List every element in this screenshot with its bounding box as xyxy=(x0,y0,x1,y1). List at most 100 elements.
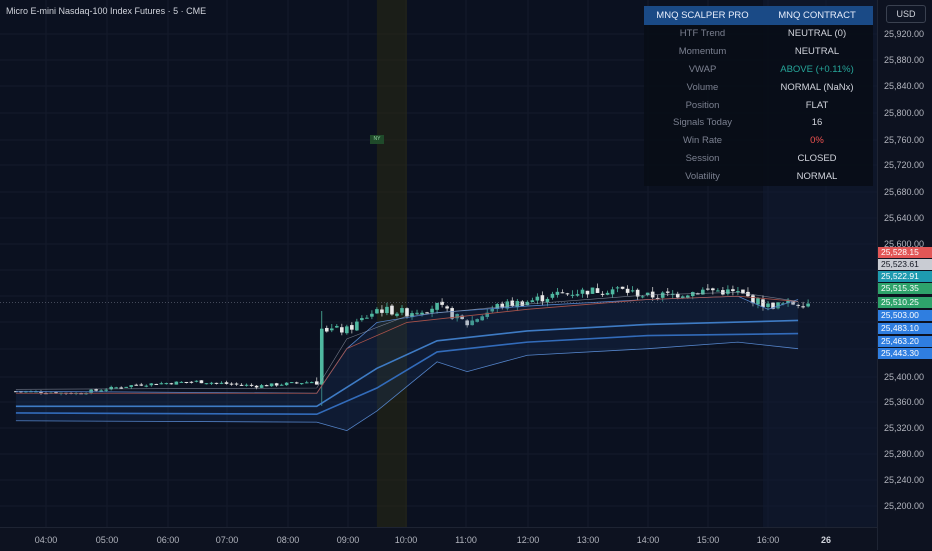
candle-body xyxy=(630,290,635,292)
price-tick-label: 25,920.00 xyxy=(884,29,925,39)
dashboard-row-label: Session xyxy=(685,153,720,165)
candle-body xyxy=(234,383,239,385)
time-tick-label: 15:00 xyxy=(696,535,720,545)
candle-body xyxy=(204,383,209,385)
dashboard-row-label: VWAP xyxy=(688,63,717,75)
candle-body xyxy=(510,300,515,307)
time-tick-label: 14:00 xyxy=(636,535,660,545)
candle-body xyxy=(796,304,800,306)
candle-body xyxy=(34,391,38,393)
dashboard-row: Session CLOSED xyxy=(644,150,873,168)
dashboard-row-label: Momentum xyxy=(678,45,727,57)
candle-body xyxy=(214,382,219,384)
candle-body xyxy=(144,385,149,387)
dashboard-rows: HTF Trend NEUTRAL (0) Momentum NEUTRAL VWAP A… xyxy=(644,25,873,186)
price-tick-label: 25,400.00 xyxy=(884,372,925,382)
dashboard-row-label: Win Rate xyxy=(682,135,723,147)
dashboard-row-label: Volume xyxy=(686,81,719,93)
dashboard-row-label: Volatility xyxy=(685,171,720,183)
candle-body xyxy=(109,386,113,390)
candle-body xyxy=(319,328,324,385)
price-tick-label: 25,880.00 xyxy=(884,55,925,65)
candle-body xyxy=(309,382,314,384)
candle-body xyxy=(701,289,705,295)
candle-body xyxy=(610,289,615,295)
candle-body xyxy=(665,291,670,293)
dashboard-row-label: Signals Today xyxy=(673,117,732,129)
price-chart[interactable] xyxy=(0,0,877,527)
candle-body xyxy=(154,383,159,385)
candle-body xyxy=(545,298,550,302)
price-tick-label: 25,360.00 xyxy=(884,397,925,407)
candle-body xyxy=(781,303,785,305)
candle-body xyxy=(269,383,274,387)
symbol-title: Micro E-mini Nasdaq-100 Index Futures · … xyxy=(6,6,207,16)
candle-body xyxy=(259,385,264,388)
candle-body xyxy=(415,312,419,314)
candle-body xyxy=(149,383,154,386)
time-tick-label: 06:00 xyxy=(156,535,180,545)
candle-body xyxy=(189,381,194,383)
price-tag: 25,483.10 xyxy=(878,323,932,334)
dashboard-row: Volume NORMAL (NaNx) xyxy=(644,79,873,97)
candle-body xyxy=(400,308,404,313)
candle-body xyxy=(164,383,169,385)
candle-body xyxy=(345,326,349,334)
candle-body xyxy=(380,309,384,313)
price-tick-label: 25,760.00 xyxy=(884,135,925,145)
candle-body xyxy=(550,293,555,298)
price-tag: 25,528.15 xyxy=(878,247,932,258)
candle-body xyxy=(530,300,535,303)
time-tick-label: 07:00 xyxy=(215,535,239,545)
dashboard-row: VWAP ABOVE (+0.11%) xyxy=(644,61,873,79)
candle-body xyxy=(445,306,449,309)
chart-area[interactable]: Micro E-mini Nasdaq-100 Index Futures · … xyxy=(0,0,877,527)
candle-body xyxy=(229,383,234,385)
candle-body xyxy=(360,318,364,321)
candle-body xyxy=(555,291,560,295)
candle-body xyxy=(736,291,740,293)
candle-body xyxy=(706,288,710,290)
candle-body xyxy=(605,292,610,295)
candle-body xyxy=(575,294,580,296)
candle-body xyxy=(675,293,680,298)
dashboard-row-value: NORMAL xyxy=(796,171,838,183)
candle-body xyxy=(726,289,730,294)
candle-body xyxy=(284,382,289,386)
candle-body xyxy=(314,381,319,385)
time-tick-label: 05:00 xyxy=(95,535,119,545)
candle-body xyxy=(450,308,454,319)
time-axis[interactable]: 04:00 05:00 06:00 07:00 08:00 09:00 10:00 11:00… xyxy=(0,527,877,551)
candle-body xyxy=(244,384,249,386)
candle-body xyxy=(625,288,630,293)
dashboard-row: HTF Trend NEUTRAL (0) xyxy=(644,25,873,43)
price-tag: 25,503.00 xyxy=(878,310,932,321)
candle-body xyxy=(390,305,394,315)
dashboard-row-label: Position xyxy=(685,99,720,111)
candle-body xyxy=(615,287,620,289)
candle-body xyxy=(114,387,118,389)
candle-body xyxy=(560,292,565,294)
vwap-band-line xyxy=(15,332,799,416)
candle-body xyxy=(535,296,540,301)
candle-body xyxy=(761,299,765,307)
currency-button[interactable]: USD xyxy=(886,5,926,23)
candle-body xyxy=(355,321,359,331)
candle-body xyxy=(801,306,805,308)
price-tag: 25,522.91 xyxy=(878,271,932,282)
candle-body xyxy=(104,389,108,391)
candle-body xyxy=(430,308,434,313)
candle-body xyxy=(465,320,469,326)
candle-body xyxy=(179,381,184,383)
price-axis[interactable]: USD 25,920.00 25,880.00 25,840.00 25,800.00… xyxy=(877,0,932,550)
candle-body xyxy=(174,381,179,385)
candle-body xyxy=(119,387,124,389)
time-tick-label: 04:00 xyxy=(34,535,58,545)
candle-body xyxy=(395,313,399,316)
candle-body xyxy=(209,382,214,384)
candle-body xyxy=(365,317,369,319)
candle-body xyxy=(751,295,755,304)
candle-body xyxy=(680,296,685,298)
dashboard-row-value: 0% xyxy=(810,135,824,147)
candle-body xyxy=(590,287,595,294)
